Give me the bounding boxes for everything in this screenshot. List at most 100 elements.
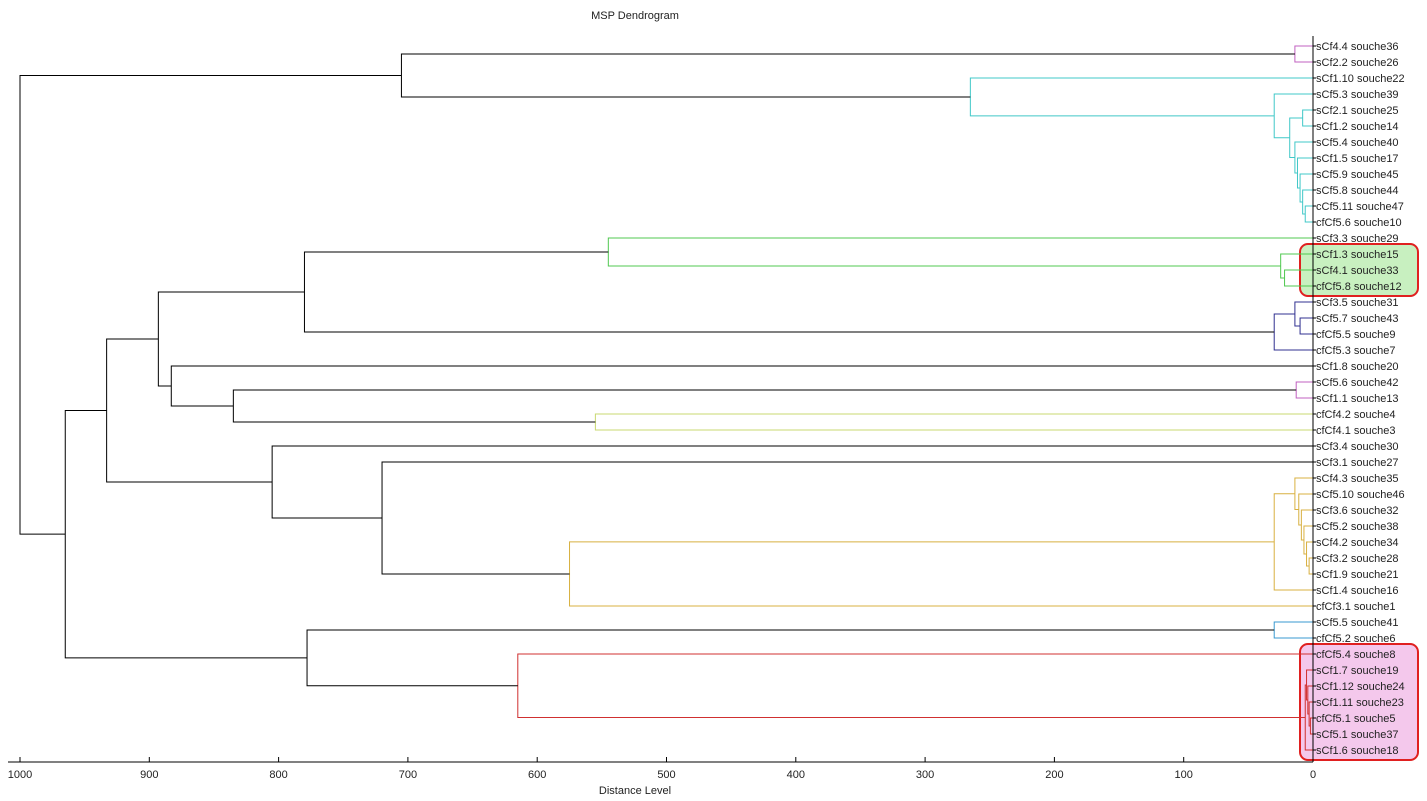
leaf-label: cfCf4.1 souche3 [1316, 425, 1396, 437]
x-tick-label: 0 [1310, 769, 1316, 781]
leaf-label: cfCf5.2 souche6 [1316, 633, 1396, 645]
leaf-label: sCf4.3 souche35 [1316, 473, 1399, 485]
leaf-label: sCf5.8 souche44 [1316, 185, 1399, 197]
highlight-layer [1299, 243, 1419, 761]
leaf-label: sCf1.4 souche16 [1316, 585, 1399, 597]
x-axis: 1000 900 800 700 600 500 400 300 200 100 0 [8, 757, 1316, 781]
leaf-label: sCf3.5 souche31 [1316, 297, 1399, 309]
link-B4 [157, 291, 305, 387]
leaf-label: sCf3.1 souche27 [1316, 457, 1399, 469]
leaf-label: sCf3.3 souche29 [1316, 233, 1399, 245]
leaf-label: sCf5.5 souche41 [1316, 617, 1399, 629]
link-B1 [303, 251, 1275, 333]
link-C3 [1299, 173, 1313, 203]
x-tick-label: 600 [528, 769, 546, 781]
link-N1 [1299, 317, 1313, 335]
leaf-label: sCf4.2 souche34 [1316, 537, 1399, 549]
x-tick-label: 100 [1175, 769, 1193, 781]
leaf-label: sCf1.11 souche23 [1316, 697, 1404, 709]
link-A2 [400, 53, 1295, 98]
x-tick-label: 700 [399, 769, 417, 781]
link-N3 [1273, 313, 1313, 351]
leaf-label: sCf3.2 souche28 [1316, 553, 1399, 565]
chart-title: MSP Dendrogram [591, 10, 679, 22]
leaf-label: cfCf3.1 souche1 [1316, 601, 1396, 613]
leaf-label: cfCf5.3 souche7 [1316, 345, 1396, 357]
link-N2 [1294, 301, 1313, 327]
leaf-label: sCf1.5 souche17 [1316, 153, 1399, 165]
leaf-label: sCf4.4 souche36 [1316, 41, 1399, 53]
leaf-label: sCf1.7 souche19 [1316, 665, 1399, 677]
leaf-label: sCf1.6 souche18 [1316, 745, 1399, 757]
leaf-label: sCf5.4 souche40 [1316, 137, 1399, 149]
leaf-label: sCf5.1 souche37 [1316, 729, 1399, 741]
x-tick-label: 400 [787, 769, 805, 781]
link-R4 [1306, 669, 1313, 701]
link-B3 [170, 365, 1313, 407]
leaf-label: sCf4.1 souche33 [1316, 265, 1399, 277]
leaf-label: sCf1.10 souche22 [1316, 73, 1405, 85]
leaf-label: sCf5.10 souche46 [1316, 489, 1405, 501]
link-B2 [232, 389, 1297, 423]
leaf-label: sCf3.4 souche30 [1316, 441, 1399, 453]
leaf-label: sCf2.1 souche25 [1316, 105, 1399, 117]
leaf-label: sCf1.3 souche15 [1316, 249, 1399, 261]
leaf-label: sCf1.1 souche13 [1316, 393, 1399, 405]
x-tick-label: 200 [1045, 769, 1063, 781]
leaf-label: cCf5.11 souche47 [1316, 201, 1404, 213]
leaf-label: cfCf5.5 souche9 [1316, 329, 1396, 341]
link-O2 [1306, 541, 1313, 567]
link-R3 [1307, 685, 1313, 715]
link-O1 [1308, 557, 1313, 575]
link-U1 [1273, 621, 1313, 639]
x-tick-label: 300 [916, 769, 934, 781]
x-tick-label: 1000 [8, 769, 32, 781]
leaf-label: cfCf4.2 souche4 [1316, 409, 1396, 421]
link-B5 [381, 461, 1313, 575]
highlight-box-2 [1299, 643, 1419, 761]
link-C6 [1302, 109, 1313, 127]
leaf-label: sCf5.6 souche42 [1316, 377, 1399, 389]
link-G3 [607, 237, 1313, 267]
leaf-label: sCf5.9 souche45 [1316, 169, 1399, 181]
link-O4 [1300, 509, 1313, 541]
leaf-label: sCf2.2 souche26 [1316, 57, 1399, 69]
link-A1 [1294, 45, 1313, 63]
leaf-label: cfCf5.4 souche8 [1316, 649, 1396, 661]
link-C7 [1289, 117, 1303, 158]
link-ROOT [19, 74, 402, 535]
link-C8 [1273, 93, 1313, 139]
link-R6 [517, 653, 1313, 718]
leaf-label: sCf5.2 souche38 [1316, 521, 1399, 533]
link-C1 [1304, 205, 1313, 223]
link-C5 [1294, 141, 1313, 174]
x-axis-label: Distance Level [598, 785, 672, 797]
link-B6 [271, 445, 1313, 519]
link-O8 [569, 541, 1313, 607]
leaf-label: cfCf5.8 souche12 [1316, 281, 1402, 293]
link-B8 [306, 629, 1275, 687]
link-Y1 [594, 413, 1313, 431]
leaf-label: sCf1.12 souche24 [1316, 681, 1405, 693]
x-tick-label: 500 [657, 769, 675, 781]
x-tick-label: 800 [269, 769, 287, 781]
link-G2 [1280, 253, 1313, 279]
leaf-label-layer: sCf4.4 souche36 sCf2.2 souche26 sCf1.10 so… [1312, 36, 1405, 762]
link-O5 [1298, 493, 1313, 526]
link-B7 [106, 338, 273, 483]
leaf-label: sCf1.9 souche21 [1316, 569, 1399, 581]
leaf-label: cfCf5.6 souche10 [1316, 217, 1402, 229]
leaf-label: cfCf5.1 souche5 [1316, 713, 1396, 725]
link-O6 [1294, 477, 1313, 510]
leaf-label: sCf1.2 souche14 [1316, 121, 1399, 133]
leaf-label: sCf3.6 souche32 [1316, 505, 1399, 517]
leaf-label: sCf5.3 souche39 [1316, 89, 1399, 101]
leaf-label: sCf1.8 souche20 [1316, 361, 1399, 373]
link-layer [19, 45, 1313, 751]
link-P1 [1295, 381, 1313, 399]
link-C9 [969, 77, 1313, 117]
leaf-label: sCf5.7 souche43 [1316, 313, 1399, 325]
x-tick-label: 900 [140, 769, 158, 781]
